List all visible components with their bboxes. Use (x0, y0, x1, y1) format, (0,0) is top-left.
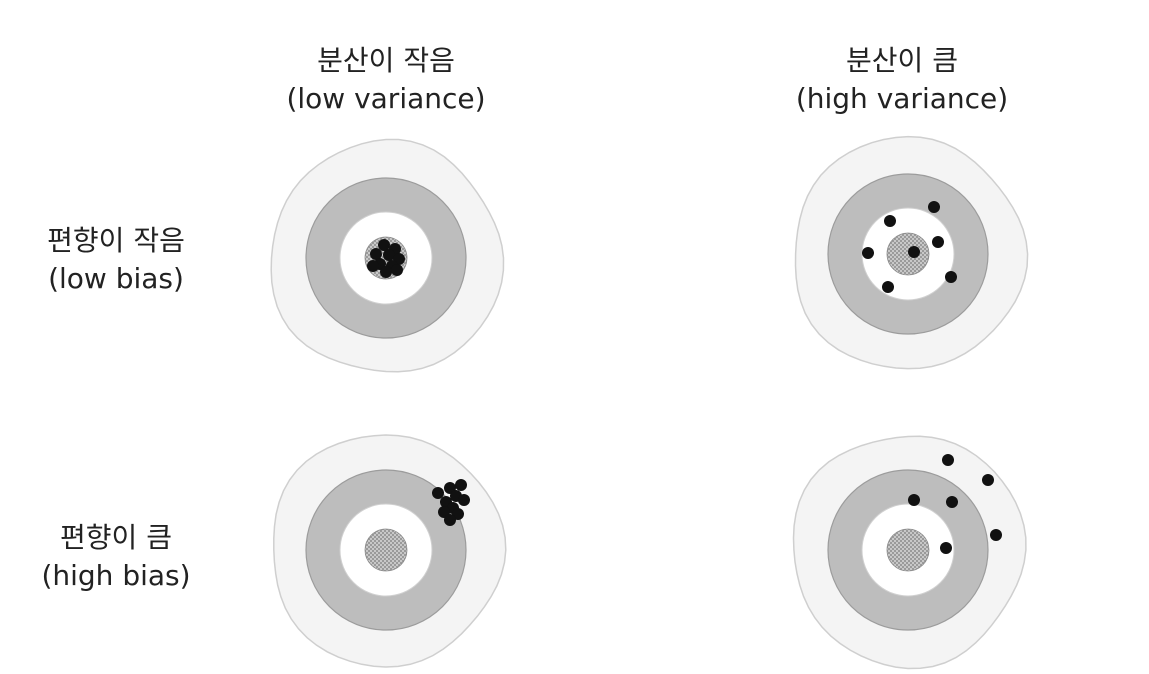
target-low-bias-high-variance (794, 135, 1029, 370)
shot-dot (455, 479, 467, 491)
shot-dot (391, 264, 403, 276)
column-header-high-variance-korean: 분산이 큼 (846, 44, 958, 77)
shot-dot (942, 454, 954, 466)
row-label-low-bias-english: (low bias) (48, 262, 184, 295)
shot-dot (367, 260, 379, 272)
shot-dot (945, 271, 957, 283)
shot-dot (908, 494, 920, 506)
row-label-high-bias-korean: 편향이 큼 (60, 521, 172, 554)
shot-dot (370, 248, 382, 260)
column-header-low-variance-english: (low variance) (286, 82, 486, 115)
shot-dot (940, 542, 952, 554)
shot-dot (444, 514, 456, 526)
target-high-bias-low-variance (273, 434, 507, 668)
shot-dot (380, 266, 392, 278)
row-label-low-bias-korean: 편향이 작음 (47, 224, 185, 257)
column-header-low-variance: 분산이 작음 (low variance) (236, 42, 536, 118)
column-header-low-variance-korean: 분산이 작음 (317, 44, 455, 77)
row-label-low-bias: 편향이 작음 (low bias) (6, 222, 226, 298)
bullseye (886, 528, 930, 572)
bullseye (886, 232, 930, 276)
column-header-high-variance-english: (high variance) (795, 82, 1009, 115)
shot-dot (946, 496, 958, 508)
shot-dot (383, 249, 395, 261)
bullseye (364, 528, 408, 572)
row-label-high-bias: 편향이 큼 (high bias) (6, 519, 226, 595)
shot-dot (862, 247, 874, 259)
shot-dot (458, 494, 470, 506)
target-high-bias-high-variance (792, 435, 1027, 670)
column-header-high-variance: 분산이 큼 (high variance) (752, 42, 1052, 118)
shot-dot (932, 236, 944, 248)
shot-dot (990, 529, 1002, 541)
shot-dot (432, 487, 444, 499)
shot-dot (982, 474, 994, 486)
shot-dot (928, 201, 940, 213)
shot-dot (908, 246, 920, 258)
shot-dot (882, 281, 894, 293)
shot-dot (378, 239, 390, 251)
shot-dot (884, 215, 896, 227)
target-low-bias-low-variance (270, 138, 505, 373)
row-label-high-bias-english: (high bias) (41, 559, 191, 592)
